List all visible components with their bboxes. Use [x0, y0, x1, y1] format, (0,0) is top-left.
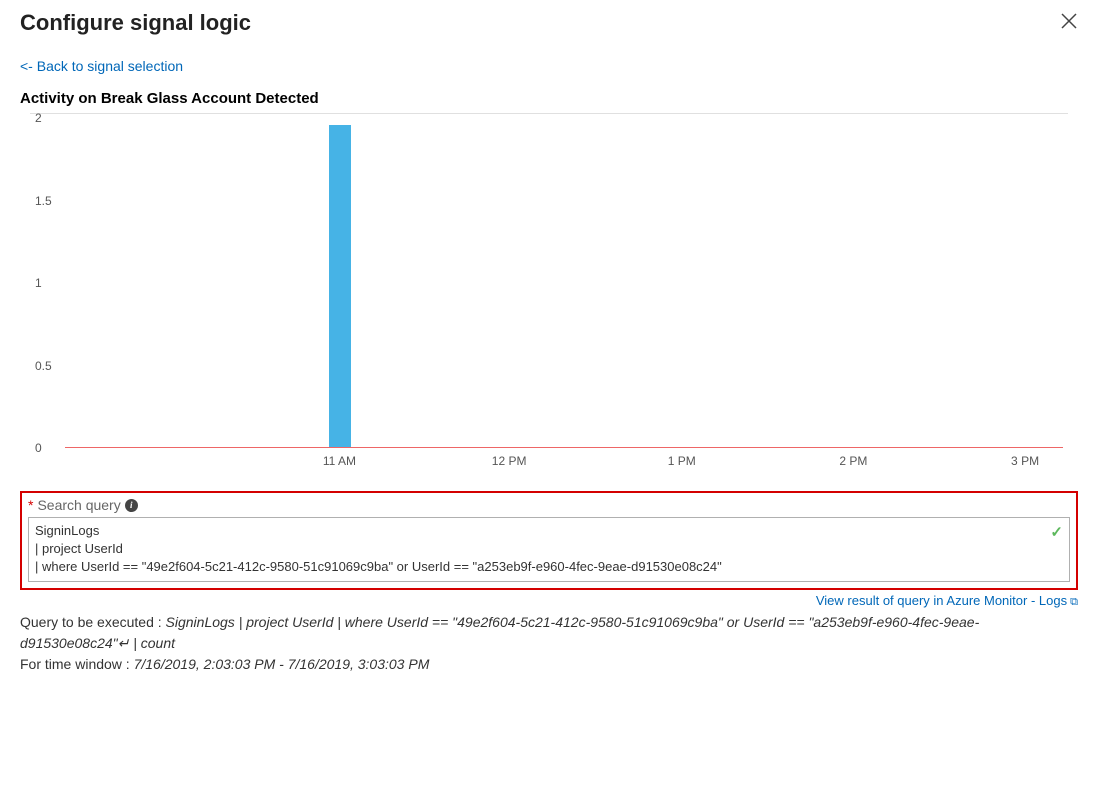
chart-xaxis: 11 AM 12 PM 1 PM 2 PM 3 PM	[65, 448, 1063, 478]
chart-xtick: 1 PM	[668, 454, 696, 468]
chart: 21.510.50 11 AM12 PM1 PM2 PM3 PM	[30, 113, 1068, 483]
search-query-section: * Search query i ✓ SigninLogs| project U…	[20, 491, 1078, 590]
info-icon[interactable]: i	[125, 499, 138, 512]
back-link[interactable]: <- Back to signal selection	[20, 58, 183, 74]
search-query-label-row: * Search query i	[28, 497, 1070, 513]
close-icon[interactable]	[1060, 11, 1078, 35]
valid-check-icon: ✓	[1050, 522, 1063, 543]
search-query-input[interactable]: ✓ SigninLogs| project UserId| where User…	[28, 517, 1070, 582]
chart-ytick: 0.5	[35, 359, 52, 373]
chart-ytick: 2	[35, 111, 42, 125]
query-executed-label: Query to be executed :	[20, 614, 166, 630]
chart-bar	[329, 125, 351, 447]
chart-xtick: 12 PM	[492, 454, 527, 468]
view-result-link[interactable]: View result of query in Azure Monitor - …	[816, 593, 1078, 608]
query-executed-row: Query to be executed : SigninLogs | proj…	[20, 612, 1078, 654]
timewindow-label: For time window :	[20, 656, 134, 672]
chart-ytick: 1	[35, 276, 42, 290]
query-line: SigninLogs	[35, 522, 1063, 540]
chart-xtick: 3 PM	[1011, 454, 1039, 468]
footer: Query to be executed : SigninLogs | proj…	[20, 612, 1078, 675]
chart-xtick: 2 PM	[839, 454, 867, 468]
view-link-row: View result of query in Azure Monitor - …	[20, 592, 1078, 610]
timewindow-value: 7/16/2019, 2:03:03 PM - 7/16/2019, 3:03:…	[134, 656, 430, 672]
search-query-label: Search query	[37, 497, 120, 513]
query-line: | project UserId	[35, 540, 1063, 558]
subtitle: Activity on Break Glass Account Detected	[20, 90, 1078, 107]
timewindow-row: For time window : 7/16/2019, 2:03:03 PM …	[20, 654, 1078, 675]
required-indicator: *	[28, 497, 33, 513]
header: Configure signal logic	[20, 10, 1078, 46]
view-result-link-text: View result of query in Azure Monitor - …	[816, 593, 1067, 608]
chart-plot: 21.510.50	[65, 118, 1063, 448]
popout-icon: ⧉	[1067, 596, 1078, 608]
chart-xtick: 11 AM	[323, 454, 356, 468]
chart-ytick: 1.5	[35, 194, 52, 208]
page-title: Configure signal logic	[20, 10, 251, 36]
query-line: | where UserId == "49e2f604-5c21-412c-95…	[35, 558, 1063, 576]
chart-ytick: 0	[35, 441, 42, 455]
